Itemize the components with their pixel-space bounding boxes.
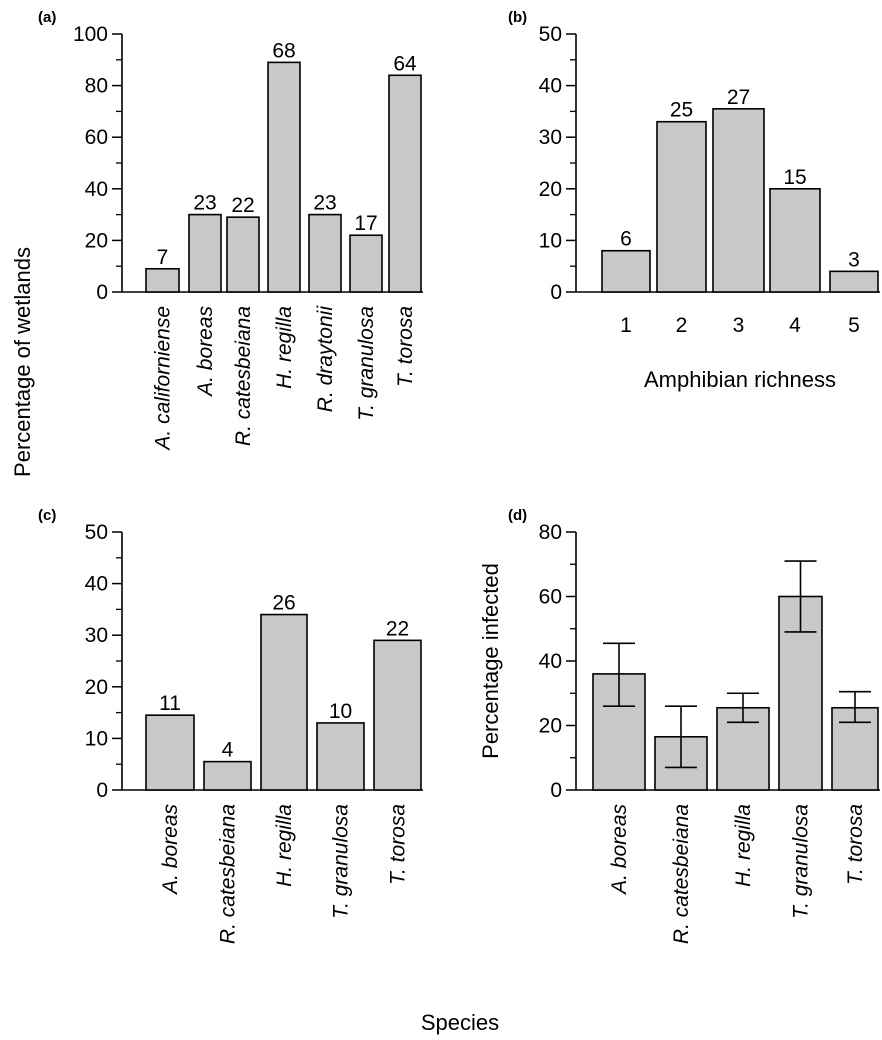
panel-d-category-label: R. catesbeiana — [670, 804, 693, 944]
panel-a-ytick-label: 100 — [73, 23, 108, 46]
panel-b-bar-label: 3 — [848, 248, 860, 271]
panel-a-bar-label: 64 — [393, 52, 417, 75]
panel-b-bar — [601, 249, 651, 293]
panel-c-bar-label: 4 — [222, 739, 234, 762]
panel-c-bar — [203, 760, 252, 791]
panel-a-bar-label: 17 — [354, 212, 377, 235]
panel-d-ytick-label: 0 — [550, 779, 562, 802]
panel-a-tag: (a) — [38, 9, 56, 26]
panel-b-bar — [712, 108, 765, 293]
panel-a-category-label: A. californiense — [152, 306, 175, 452]
panel-c-category-label: R. catesbeiana — [217, 804, 240, 944]
panel-b-category-label: 1 — [620, 314, 632, 337]
panel-b-ytick-label: 0 — [550, 281, 562, 304]
panel-d-ytick-label: 80 — [539, 521, 562, 544]
panel-c-ytick-label: 0 — [96, 779, 108, 802]
panel-d-tag: (d) — [508, 507, 527, 524]
panel-c-bar — [145, 714, 195, 791]
panel-a-ytick-label: 40 — [85, 178, 108, 201]
panel-a-bar-label: 68 — [272, 39, 295, 62]
panel-b-category-label: 5 — [848, 314, 860, 337]
shared-xlabel: Species — [421, 1010, 499, 1035]
panel-c-ytick-label: 10 — [85, 727, 108, 750]
panel-b-ytick-label: 10 — [539, 229, 562, 252]
panel-a-bar — [145, 267, 180, 293]
panel-b-bar — [656, 120, 707, 293]
panel-b-ytick-label: 30 — [539, 126, 562, 149]
panel-a-bar — [308, 213, 342, 293]
panel-b-bar-label: 25 — [670, 99, 693, 122]
panel-a-bar — [226, 216, 260, 293]
panel-b-category-label: 2 — [676, 314, 688, 337]
panel-c-category-label: A. boreas — [159, 804, 182, 896]
panel-a-bar-label: 23 — [193, 192, 216, 215]
panel-c-bar — [260, 613, 308, 791]
panel-b-tag: (b) — [508, 9, 527, 26]
panel-c-ytick-label: 40 — [85, 573, 108, 596]
panel-d-category-label: H. regilla — [732, 804, 755, 887]
panel-c-ytick-label: 30 — [85, 624, 108, 647]
panel-d-category-label: T. granulosa — [790, 804, 813, 919]
panel-a-ytick-label: 60 — [85, 126, 108, 149]
panel-a-category-label: R. draytonii — [314, 305, 337, 413]
panel-d-ytick-label: 40 — [539, 650, 562, 673]
panel-b-bar — [769, 188, 821, 293]
panel-d-ytick-label: 60 — [539, 586, 562, 609]
panel-c-ytick-label: 50 — [85, 521, 108, 544]
panel-a-bar-label: 23 — [313, 192, 336, 215]
panel-a-category-label: H. regilla — [273, 306, 296, 389]
panel-c-bar-label: 11 — [159, 692, 181, 715]
panel-b-xlabel: Amphibian richness — [644, 367, 836, 392]
panel-a-bar-label: 22 — [231, 194, 254, 217]
panel-a-bar — [349, 234, 383, 293]
panel-c-tag: (c) — [38, 507, 56, 524]
panel-a-bar — [267, 61, 301, 293]
panel-c-bar-label: 10 — [329, 700, 352, 723]
panel-d-ytick-label: 20 — [539, 715, 562, 738]
panel-a-bar-label: 7 — [157, 246, 169, 269]
panel-a-ytick-label: 80 — [85, 75, 108, 98]
panel-b-bar-label: 6 — [620, 228, 632, 251]
panel-b-bar — [829, 270, 879, 293]
panel-c-ytick-label: 20 — [85, 676, 108, 699]
panel-c-bar — [373, 639, 422, 791]
panel-c-bar-label: 22 — [386, 617, 409, 640]
panel-c-bar-label: 26 — [272, 592, 295, 615]
panel-a-ytick-label: 20 — [85, 229, 108, 252]
panel-a-category-label: T. torosa — [394, 306, 417, 387]
panel-b-ytick-label: 50 — [539, 23, 562, 46]
panel-b-bar-label: 15 — [783, 166, 806, 189]
panel-d-category-label: A. boreas — [608, 804, 631, 896]
panel-a-bar — [188, 213, 222, 293]
panel-b-category-label: 4 — [789, 314, 801, 337]
shared-ylabel: Percentage of wetlands — [10, 247, 35, 477]
panel-a-bar — [388, 74, 422, 293]
panel-d-category-label: T. torosa — [844, 804, 867, 885]
panel-b-category-label: 3 — [733, 314, 745, 337]
panel-c-bar — [316, 722, 365, 791]
panel-c-category-label: H. regilla — [273, 804, 296, 887]
panel-c-category-label: T. granulosa — [330, 804, 353, 919]
panel-a-category-label: R. catesbeiana — [232, 306, 255, 446]
panel-a-category-label: A. boreas — [194, 306, 217, 398]
panel-b-ytick-label: 40 — [539, 75, 562, 98]
panel-b-ytick-label: 20 — [539, 178, 562, 201]
panel-a-ytick-label: 0 — [96, 281, 108, 304]
panel-d-ylabel: Percentage infected — [478, 563, 503, 759]
panel-c-category-label: T. torosa — [387, 804, 410, 885]
panel-a-category-label: T. granulosa — [355, 306, 378, 421]
panel-b-bar-label: 27 — [727, 86, 750, 109]
